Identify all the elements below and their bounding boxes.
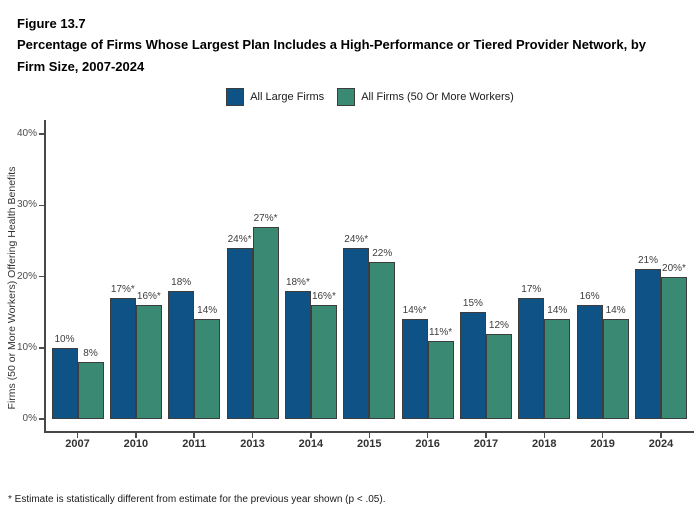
y-tick-label: 40%: [16, 128, 37, 139]
x-axis-line: [44, 431, 694, 433]
bar-value-label: 17%*: [110, 283, 135, 295]
bar-all-large-firms-2017: [459, 312, 486, 419]
x-tick-label: 2024: [648, 438, 674, 450]
bar-all-firms-50-or-more-workers--2019: [602, 319, 629, 419]
y-tick-mark: [39, 347, 44, 349]
bar-value-label: 18%: [171, 276, 192, 288]
x-tick-label: 2011: [182, 438, 207, 450]
bar-all-firms-50-or-more-workers--2018: [544, 319, 571, 419]
bar-all-firms-50-or-more-workers--2024: [661, 276, 687, 419]
bar-all-large-firms-2024: [635, 269, 661, 419]
bar-value-label: 10%: [54, 333, 75, 345]
bar-all-firms-50-or-more-workers--2014: [310, 305, 337, 419]
y-tick-label: 30%: [16, 199, 37, 211]
x-tick-label: 2018: [532, 438, 557, 450]
bar-all-firms-50-or-more-workers--2013: [252, 226, 279, 419]
y-tick-mark: [39, 275, 44, 278]
bar-value-label: 8%: [83, 348, 98, 359]
y-tick-label: 10%: [16, 341, 37, 353]
x-tick-mark: [660, 433, 662, 438]
title-block: Figure 13.7 Percentage of Firms Whose La…: [17, 13, 672, 78]
bar-all-large-firms-2016: [401, 319, 428, 419]
bar-all-firms-50-or-more-workers--2010: [135, 305, 162, 419]
x-tick-label: 2019: [590, 438, 615, 450]
x-tick-label: 2010: [123, 438, 149, 450]
bar-all-large-firms-2011: [168, 290, 195, 419]
y-tick-mark: [39, 133, 44, 135]
bar-value-label: 14%: [605, 305, 626, 317]
figure-title: Percentage of Firms Whose Largest Plan I…: [17, 37, 646, 74]
legend-swatch-all-firms-50-plus: [337, 88, 356, 106]
y-tick-label: 0%: [22, 413, 37, 424]
bar-all-firms-50-or-more-workers--2016: [427, 340, 454, 419]
x-tick-mark: [485, 433, 487, 438]
bar-chart: Firms (50 or More Workers) Offering Heal…: [0, 118, 698, 458]
bar-value-label: 16%*: [136, 291, 161, 302]
y-tick-mark: [39, 204, 44, 206]
footnote-significance: * Estimate is statistically different fr…: [8, 493, 386, 505]
bar-value-label: 24%*: [227, 234, 252, 245]
bar-value-label: 24%*: [344, 234, 369, 245]
bar-value-label: 14%: [547, 305, 568, 317]
bar-all-large-firms-2019: [576, 305, 603, 419]
chart-legend: All Large Firms All Firms (50 Or More Wo…: [45, 87, 695, 107]
bar-value-label: 12%: [488, 319, 509, 331]
bar-value-label: 14%*: [402, 305, 427, 317]
bar-value-label: 16%: [579, 291, 600, 302]
x-tick-label: 2013: [240, 438, 265, 450]
x-tick-mark: [76, 433, 79, 438]
x-tick-mark: [310, 433, 312, 438]
x-tick-label: 2007: [65, 438, 90, 450]
bar-value-label: 14%: [197, 305, 218, 317]
x-tick-mark: [601, 433, 604, 438]
bar-all-firms-50-or-more-workers--2011: [194, 319, 221, 419]
x-tick-label: 2014: [298, 438, 324, 450]
bar-all-large-firms-2018: [518, 297, 545, 419]
bar-all-large-firms-2014: [284, 290, 311, 419]
y-axis-line: [44, 120, 46, 433]
x-tick-mark: [135, 433, 137, 438]
bar-all-firms-50-or-more-workers--2007: [77, 362, 104, 419]
bar-value-label: 17%: [521, 283, 542, 295]
x-tick-mark: [251, 433, 254, 438]
bar-value-label: 20%*: [662, 262, 686, 274]
bar-value-label: 21%: [637, 255, 658, 267]
bar-value-label: 22%: [372, 248, 393, 260]
bar-all-large-firms-2015: [343, 248, 370, 419]
x-tick-label: 2016: [415, 438, 440, 450]
legend-label-all-firms-50-plus: All Firms (50 Or More Workers): [361, 91, 514, 103]
bar-value-label: 18%*: [285, 276, 310, 288]
x-tick-mark: [193, 433, 195, 438]
x-tick-label: 2017: [473, 438, 499, 450]
bar-all-large-firms-2007: [51, 347, 78, 419]
legend-swatch-all-large-firms: [226, 88, 245, 106]
bar-value-label: 15%: [462, 298, 483, 310]
x-tick-label: 2015: [357, 438, 382, 450]
bar-value-label: 11%*: [429, 326, 453, 338]
footnotes: * Estimate is statistically different fr…: [8, 461, 698, 525]
bar-all-large-firms-2010: [109, 297, 136, 419]
y-tick-label: 20%: [16, 270, 37, 282]
bar-all-firms-50-or-more-workers--2015: [369, 262, 396, 419]
bar-value-label: 16%*: [311, 291, 336, 302]
bar-value-label: 27%*: [253, 212, 278, 224]
x-tick-mark: [543, 433, 546, 438]
bar-all-firms-50-or-more-workers--2017: [485, 333, 512, 419]
y-tick-mark: [39, 418, 44, 420]
x-tick-mark: [368, 433, 370, 438]
x-tick-mark: [426, 433, 429, 438]
bar-all-large-firms-2013: [226, 248, 253, 419]
legend-label-all-large-firms: All Large Firms: [250, 91, 325, 103]
figure-number: Figure 13.7: [17, 16, 86, 31]
